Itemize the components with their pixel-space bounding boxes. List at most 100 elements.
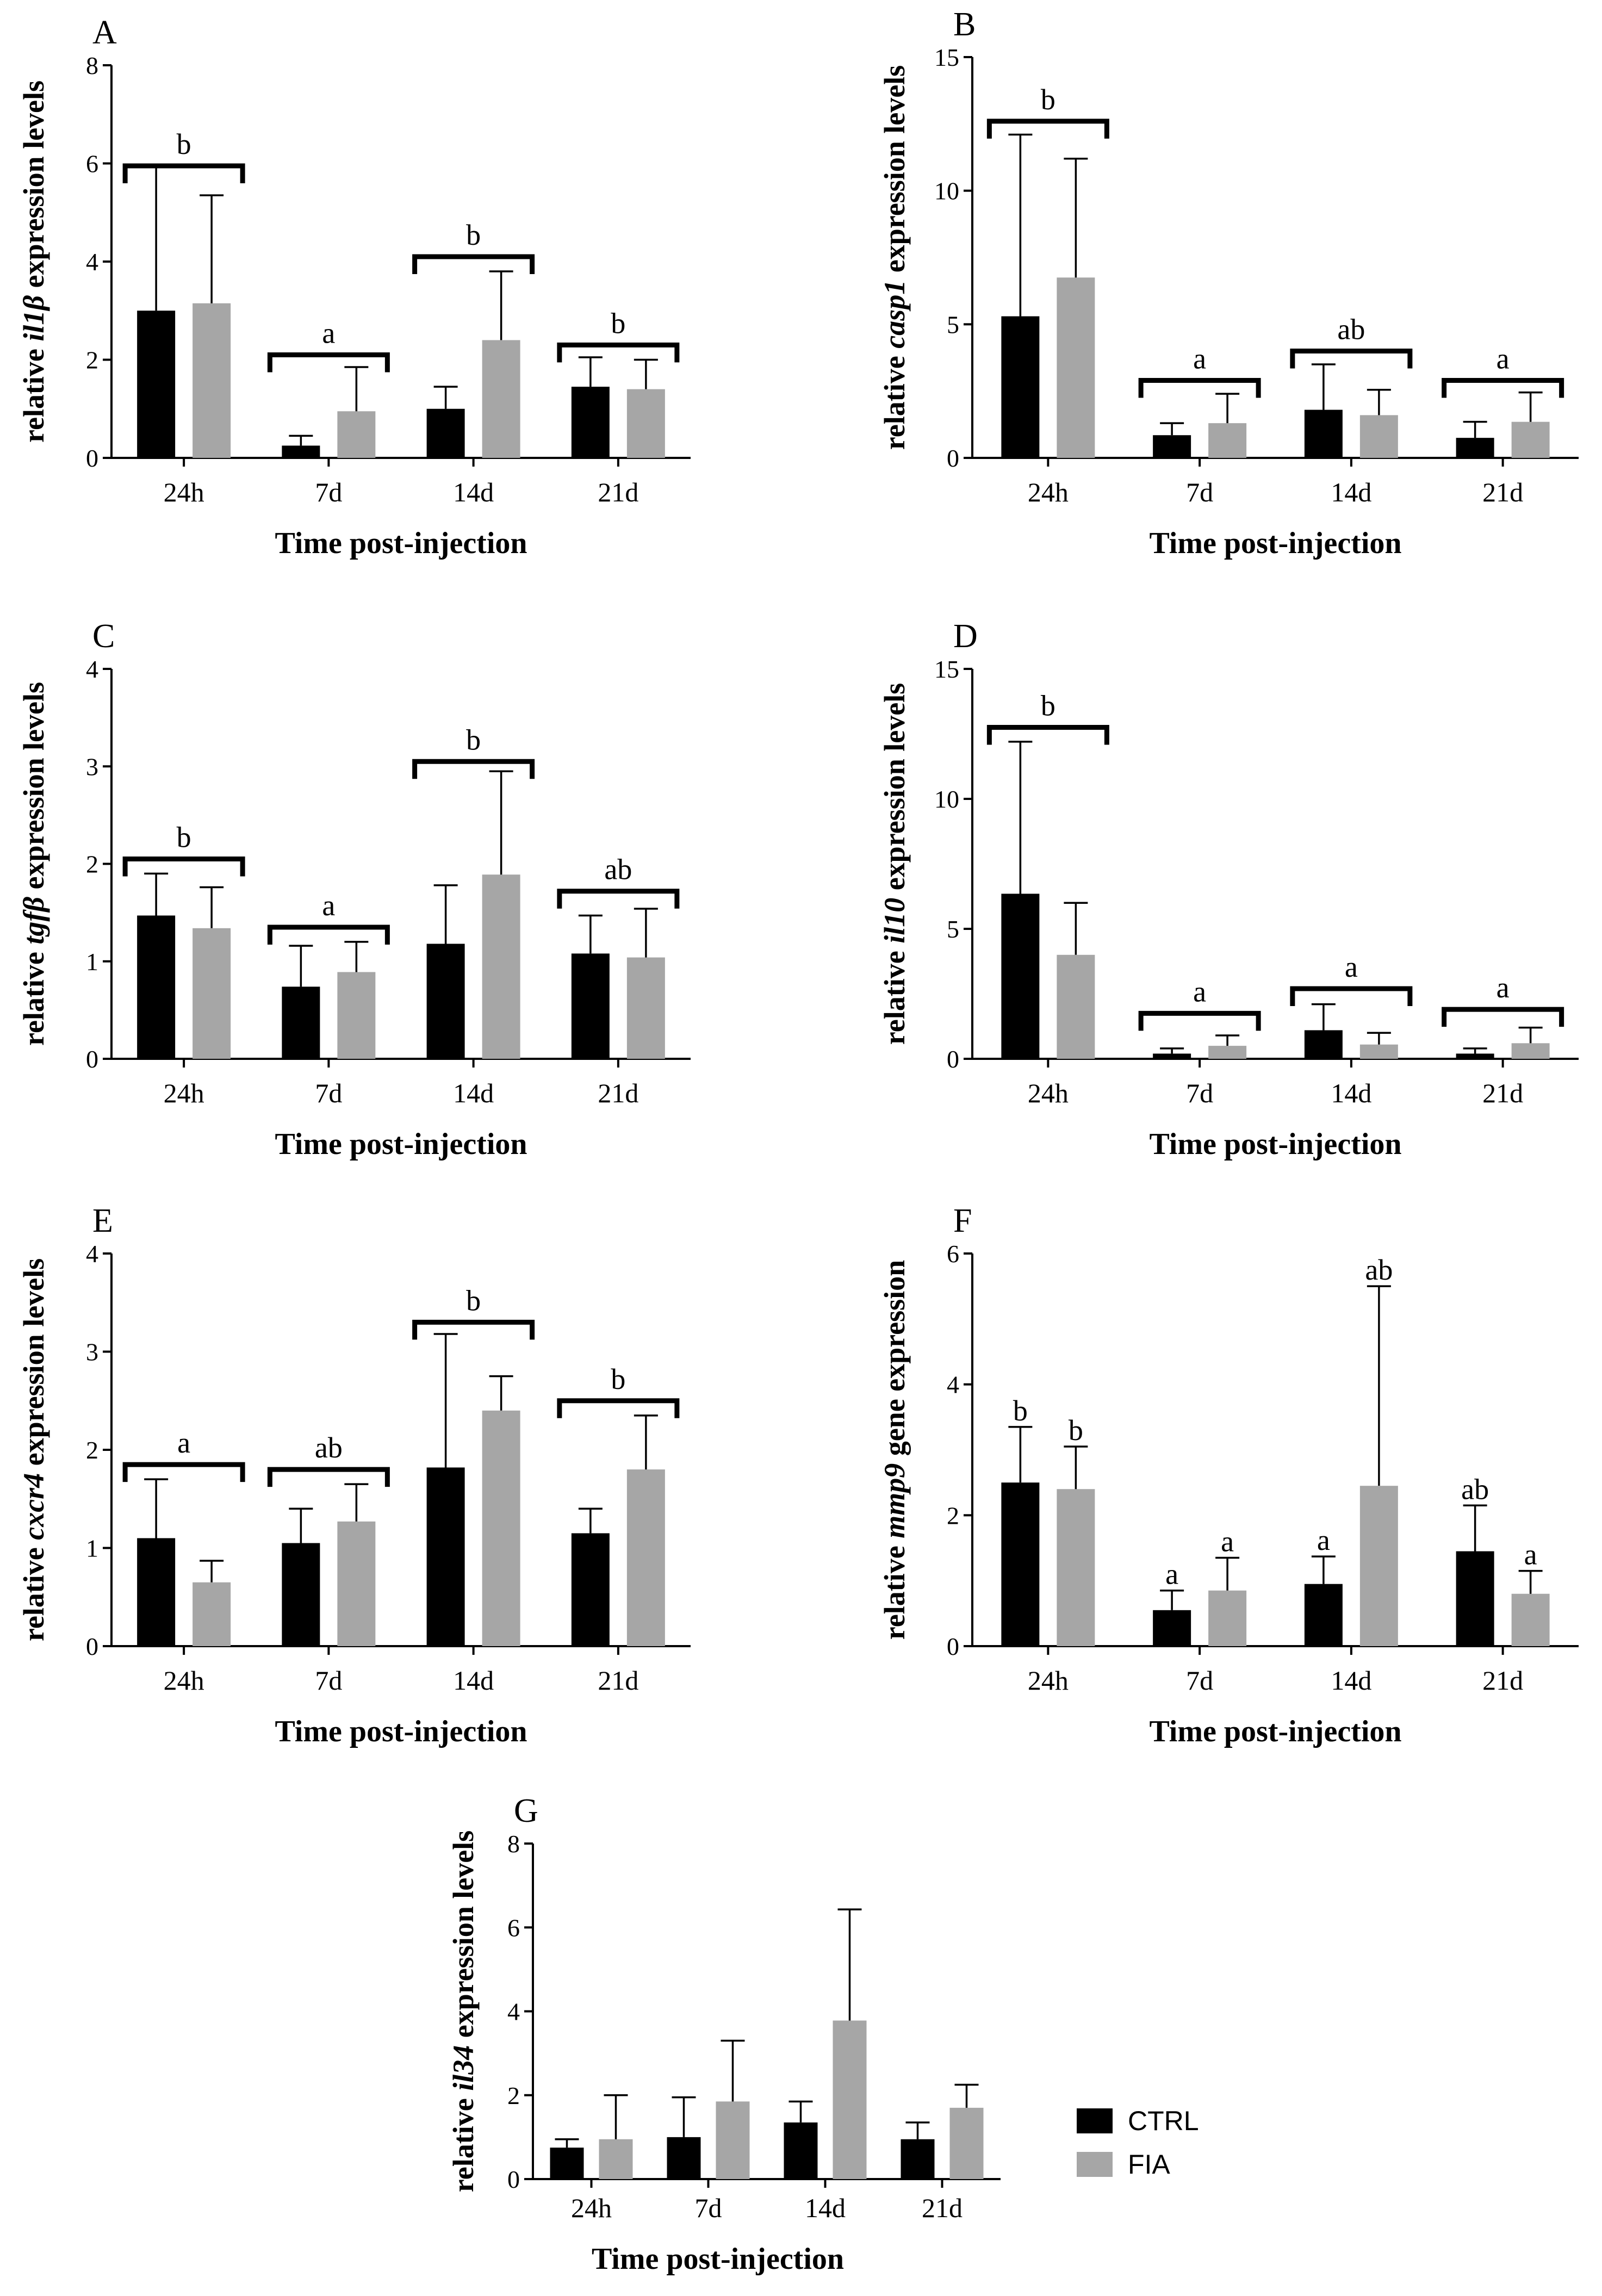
panel-label-a: A (92, 14, 117, 51)
bar-fia (1057, 954, 1095, 1059)
significance-letter: a (1193, 343, 1206, 375)
x-tick-label: 21d (598, 1665, 638, 1696)
x-tick-label: 24h (164, 1665, 204, 1696)
bar-ctrl (1153, 435, 1191, 458)
panel-label-g: G (514, 1792, 538, 1829)
bar-ctrl (667, 2137, 701, 2179)
significance-bracket (412, 759, 535, 779)
bar-ctrl (282, 445, 320, 458)
x-tick-label: 14d (453, 477, 494, 507)
bar-fia (626, 389, 665, 458)
y-tick-label: 3 (86, 1338, 98, 1366)
bar-fia (626, 1469, 665, 1646)
bar-fia (1359, 1486, 1398, 1646)
x-axis-title: Time post-injection (275, 526, 527, 560)
bar-ctrl (1001, 893, 1040, 1059)
significance-bracket (1290, 986, 1413, 1006)
bar-fia (599, 2139, 633, 2179)
bar-fia (193, 303, 231, 458)
y-axis-title-prefix: relative (878, 349, 911, 450)
bar-ctrl (1153, 1610, 1191, 1646)
y-axis-title-suffix: expression levels (878, 683, 911, 898)
y-axis-title: relative mmp9 gene expression (878, 1260, 911, 1640)
y-axis-title-prefix: relative (878, 944, 911, 1045)
panel-label-e: E (92, 1202, 113, 1239)
significance-letter: b (177, 821, 191, 854)
x-tick-label: 14d (1331, 1665, 1371, 1696)
y-tick-label: 0 (947, 1045, 959, 1073)
bar-ctrl (1456, 1053, 1494, 1059)
x-tick-label: 7d (1186, 477, 1213, 507)
y-tick-label: 4 (947, 1371, 959, 1399)
y-axis-title: relative il10 expression levels (878, 683, 911, 1045)
bar-fia (482, 1410, 520, 1646)
y-axis-title-prefix: relative (17, 342, 50, 443)
chart-legend: CTRL FIA (1077, 2099, 1262, 2192)
bar-fia (716, 2101, 750, 2179)
bar-fia (1511, 421, 1550, 458)
significance-bracket (557, 1398, 680, 1418)
y-tick-label: 0 (86, 1045, 98, 1073)
bar-ctrl (1001, 316, 1040, 458)
bar-ctrl (571, 1533, 610, 1646)
y-tick-label: 2 (86, 851, 98, 878)
significance-letter: a (322, 317, 335, 349)
significance-bracket (1138, 378, 1261, 398)
x-tick-label: 14d (1331, 477, 1371, 507)
chart-panel-c: C 0 1 2 3 4 24h 7d 14d 21d Time post-injection rela… (17, 618, 691, 1161)
significance-bracket (122, 857, 245, 877)
y-tick-label: 3 (86, 753, 98, 780)
bar-fia (337, 411, 376, 458)
significance-bracket (267, 352, 390, 373)
x-tick-label: 7d (315, 477, 342, 507)
y-tick-label: 4 (86, 655, 98, 683)
significance-letter: ab (1461, 1473, 1489, 1505)
x-tick-label: 24h (1028, 1078, 1069, 1108)
legend-label-ctrl: CTRL (1128, 2106, 1199, 2136)
x-axis-title: Time post-injection (1149, 1715, 1401, 1748)
y-axis-title: relative tgfβ expression levels (17, 682, 50, 1046)
legend-item-fia: FIA (1077, 2143, 1262, 2186)
y-tick-label: 1 (86, 1535, 98, 1562)
y-axis-title-prefix: relative (17, 945, 50, 1046)
legend-swatch-fia (1077, 2152, 1113, 2177)
significance-letter: b (1069, 1414, 1083, 1447)
significance-letter: b (466, 1284, 481, 1317)
bar-ctrl (550, 2148, 584, 2179)
significance-letter: b (1041, 690, 1055, 722)
significance-bracket (986, 725, 1109, 745)
y-tick-label: 4 (86, 248, 98, 276)
significance-bracket (267, 1467, 390, 1487)
x-tick-label: 21d (922, 2193, 963, 2223)
y-axis-title-gene: mmp9 (878, 1463, 911, 1538)
significance-letter: ab (1365, 1254, 1393, 1286)
x-tick-label: 24h (1028, 1665, 1069, 1696)
x-tick-label: 24h (164, 477, 204, 507)
significance-bracket (1442, 1007, 1564, 1027)
y-axis-title: relative casp1 expression levels (878, 65, 911, 450)
significance-letter: a (1524, 1538, 1537, 1571)
x-tick-label: 14d (805, 2193, 846, 2223)
y-axis-title: relative cxcr4 expression levels (17, 1258, 50, 1641)
y-axis-title-suffix: gene expression (878, 1260, 911, 1463)
y-tick-label: 2 (507, 2082, 520, 2109)
significance-letter: b (611, 1363, 625, 1395)
bar-ctrl (1304, 1030, 1343, 1059)
panel-label-b: B (953, 6, 976, 43)
y-tick-label: 4 (507, 1998, 520, 2026)
significance-letter: b (177, 128, 191, 160)
legend-swatch-ctrl (1077, 2108, 1113, 2133)
chart-panel-g: G 0 2 4 6 8 24h 7d 14d 21d Time post-injection rela… (447, 1792, 1001, 2276)
bar-ctrl (1456, 1551, 1494, 1646)
y-axis-title-gene: casp1 (878, 280, 911, 349)
bar-fia (1208, 423, 1247, 458)
y-axis-title: relative il1β expression levels (17, 80, 50, 443)
bar-fia (1208, 1590, 1247, 1646)
bar-fia (833, 2020, 867, 2179)
x-tick-label: 7d (1186, 1078, 1213, 1108)
x-tick-label: 14d (453, 1665, 494, 1696)
bar-ctrl (571, 953, 610, 1059)
bar-fia (1208, 1046, 1247, 1059)
significance-letter: b (611, 307, 625, 339)
x-tick-label: 24h (164, 1078, 204, 1108)
